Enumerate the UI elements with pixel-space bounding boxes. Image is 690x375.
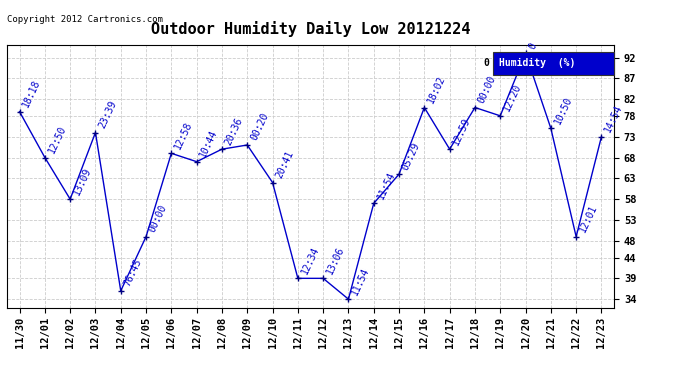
Text: 00:00: 00:00 <box>476 74 497 105</box>
Title: Outdoor Humidity Daily Low 20121224: Outdoor Humidity Daily Low 20121224 <box>151 21 470 37</box>
Text: 10:44: 10:44 <box>198 128 219 159</box>
Text: 20:41: 20:41 <box>274 149 295 180</box>
Text: 13:06: 13:06 <box>324 245 346 276</box>
Text: 0: 0 <box>484 58 490 68</box>
Text: 14:54: 14:54 <box>603 103 624 134</box>
Text: 76:45: 76:45 <box>122 257 144 288</box>
Text: 20:36: 20:36 <box>224 116 245 146</box>
Text: 18:18: 18:18 <box>21 78 42 109</box>
Text: 18:02: 18:02 <box>426 74 447 105</box>
Text: 12:34: 12:34 <box>299 245 321 276</box>
Text: 00:00: 00:00 <box>148 203 169 234</box>
Text: 13:09: 13:09 <box>72 165 93 196</box>
Text: 23:39: 23:39 <box>97 99 118 130</box>
Text: 0: 0 <box>527 41 538 51</box>
Text: 12:58: 12:58 <box>172 120 194 150</box>
Text: 12:20: 12:20 <box>502 82 523 113</box>
Text: 11:54: 11:54 <box>375 170 397 201</box>
Text: 00:20: 00:20 <box>248 111 270 142</box>
Text: 10:50: 10:50 <box>552 95 573 126</box>
Text: Humidity  (%): Humidity (%) <box>499 58 575 68</box>
Text: Copyright 2012 Cartronics.com: Copyright 2012 Cartronics.com <box>7 15 163 24</box>
FancyBboxPatch shape <box>493 52 614 75</box>
Text: 05:29: 05:29 <box>400 141 422 171</box>
Text: 12:01: 12:01 <box>578 203 599 234</box>
Text: 12:50: 12:50 <box>46 124 68 155</box>
Text: 11:54: 11:54 <box>350 266 371 296</box>
Text: 12:59: 12:59 <box>451 116 473 146</box>
